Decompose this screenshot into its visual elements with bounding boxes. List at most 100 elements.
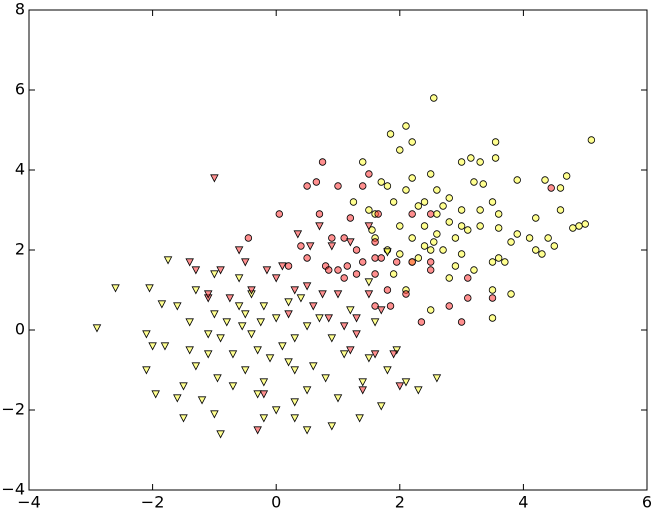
point <box>389 270 398 278</box>
point <box>402 290 410 298</box>
point <box>433 210 441 218</box>
point <box>262 266 272 275</box>
point <box>302 426 312 435</box>
point <box>325 266 333 274</box>
point <box>386 130 395 138</box>
point <box>359 182 367 190</box>
point <box>216 334 225 343</box>
point <box>241 310 250 319</box>
point <box>408 210 416 218</box>
point <box>191 362 201 371</box>
point <box>315 210 324 218</box>
x-tick-label: 0 <box>271 493 281 512</box>
point <box>439 202 447 210</box>
x-tick-label: 6 <box>642 493 652 512</box>
point <box>494 254 503 262</box>
point <box>327 334 337 343</box>
point <box>396 250 404 258</box>
point <box>142 366 151 375</box>
point <box>364 222 374 231</box>
point <box>439 246 447 254</box>
y-tick-label: −2 <box>1 400 25 419</box>
point <box>297 242 305 250</box>
point <box>315 314 324 323</box>
point <box>427 306 435 314</box>
point <box>303 182 311 190</box>
point <box>383 248 392 257</box>
point <box>228 350 238 359</box>
point <box>203 330 213 339</box>
point <box>371 302 379 310</box>
point <box>587 136 596 144</box>
point <box>302 322 312 331</box>
point <box>222 318 232 327</box>
point <box>364 278 374 287</box>
point <box>377 254 385 262</box>
point <box>213 374 222 383</box>
point <box>457 222 466 230</box>
point <box>396 146 404 154</box>
point <box>491 138 500 146</box>
point <box>451 262 460 270</box>
point <box>228 382 238 391</box>
point <box>427 210 435 218</box>
point <box>237 322 247 331</box>
point <box>327 242 337 251</box>
point <box>290 414 300 423</box>
point <box>327 422 337 431</box>
point <box>259 414 269 423</box>
point <box>157 300 167 309</box>
point <box>364 354 374 363</box>
point <box>414 202 423 210</box>
point <box>430 94 438 102</box>
point <box>383 366 392 375</box>
point <box>234 274 244 283</box>
point <box>271 314 281 323</box>
point <box>241 366 250 375</box>
point <box>328 234 336 242</box>
plot-frame <box>28 9 648 491</box>
point <box>408 258 416 266</box>
point <box>370 318 380 327</box>
point <box>420 222 429 230</box>
point <box>457 250 466 258</box>
point <box>433 186 441 194</box>
point <box>225 294 235 303</box>
point <box>163 256 173 265</box>
point <box>359 158 367 166</box>
point <box>513 230 521 238</box>
point <box>210 410 219 419</box>
point <box>433 230 441 238</box>
point <box>395 382 405 391</box>
point <box>547 184 555 192</box>
point <box>203 290 213 299</box>
point <box>476 222 484 230</box>
point <box>513 176 521 184</box>
point <box>318 158 327 166</box>
point <box>464 274 472 282</box>
point <box>532 214 540 222</box>
point <box>445 218 453 226</box>
point <box>302 282 312 291</box>
point <box>339 322 349 331</box>
point <box>430 238 438 246</box>
point <box>393 258 401 266</box>
point <box>377 178 385 186</box>
point <box>343 262 351 270</box>
point <box>427 258 435 266</box>
point <box>265 354 275 363</box>
point <box>389 350 398 359</box>
point <box>457 158 466 166</box>
point <box>284 310 293 319</box>
point <box>445 274 453 282</box>
point <box>402 186 410 194</box>
point <box>420 242 429 250</box>
point <box>538 250 546 258</box>
point <box>253 346 262 355</box>
point <box>346 346 355 355</box>
point <box>467 154 475 162</box>
x-tick-label: 2 <box>395 493 405 512</box>
point <box>305 242 315 251</box>
